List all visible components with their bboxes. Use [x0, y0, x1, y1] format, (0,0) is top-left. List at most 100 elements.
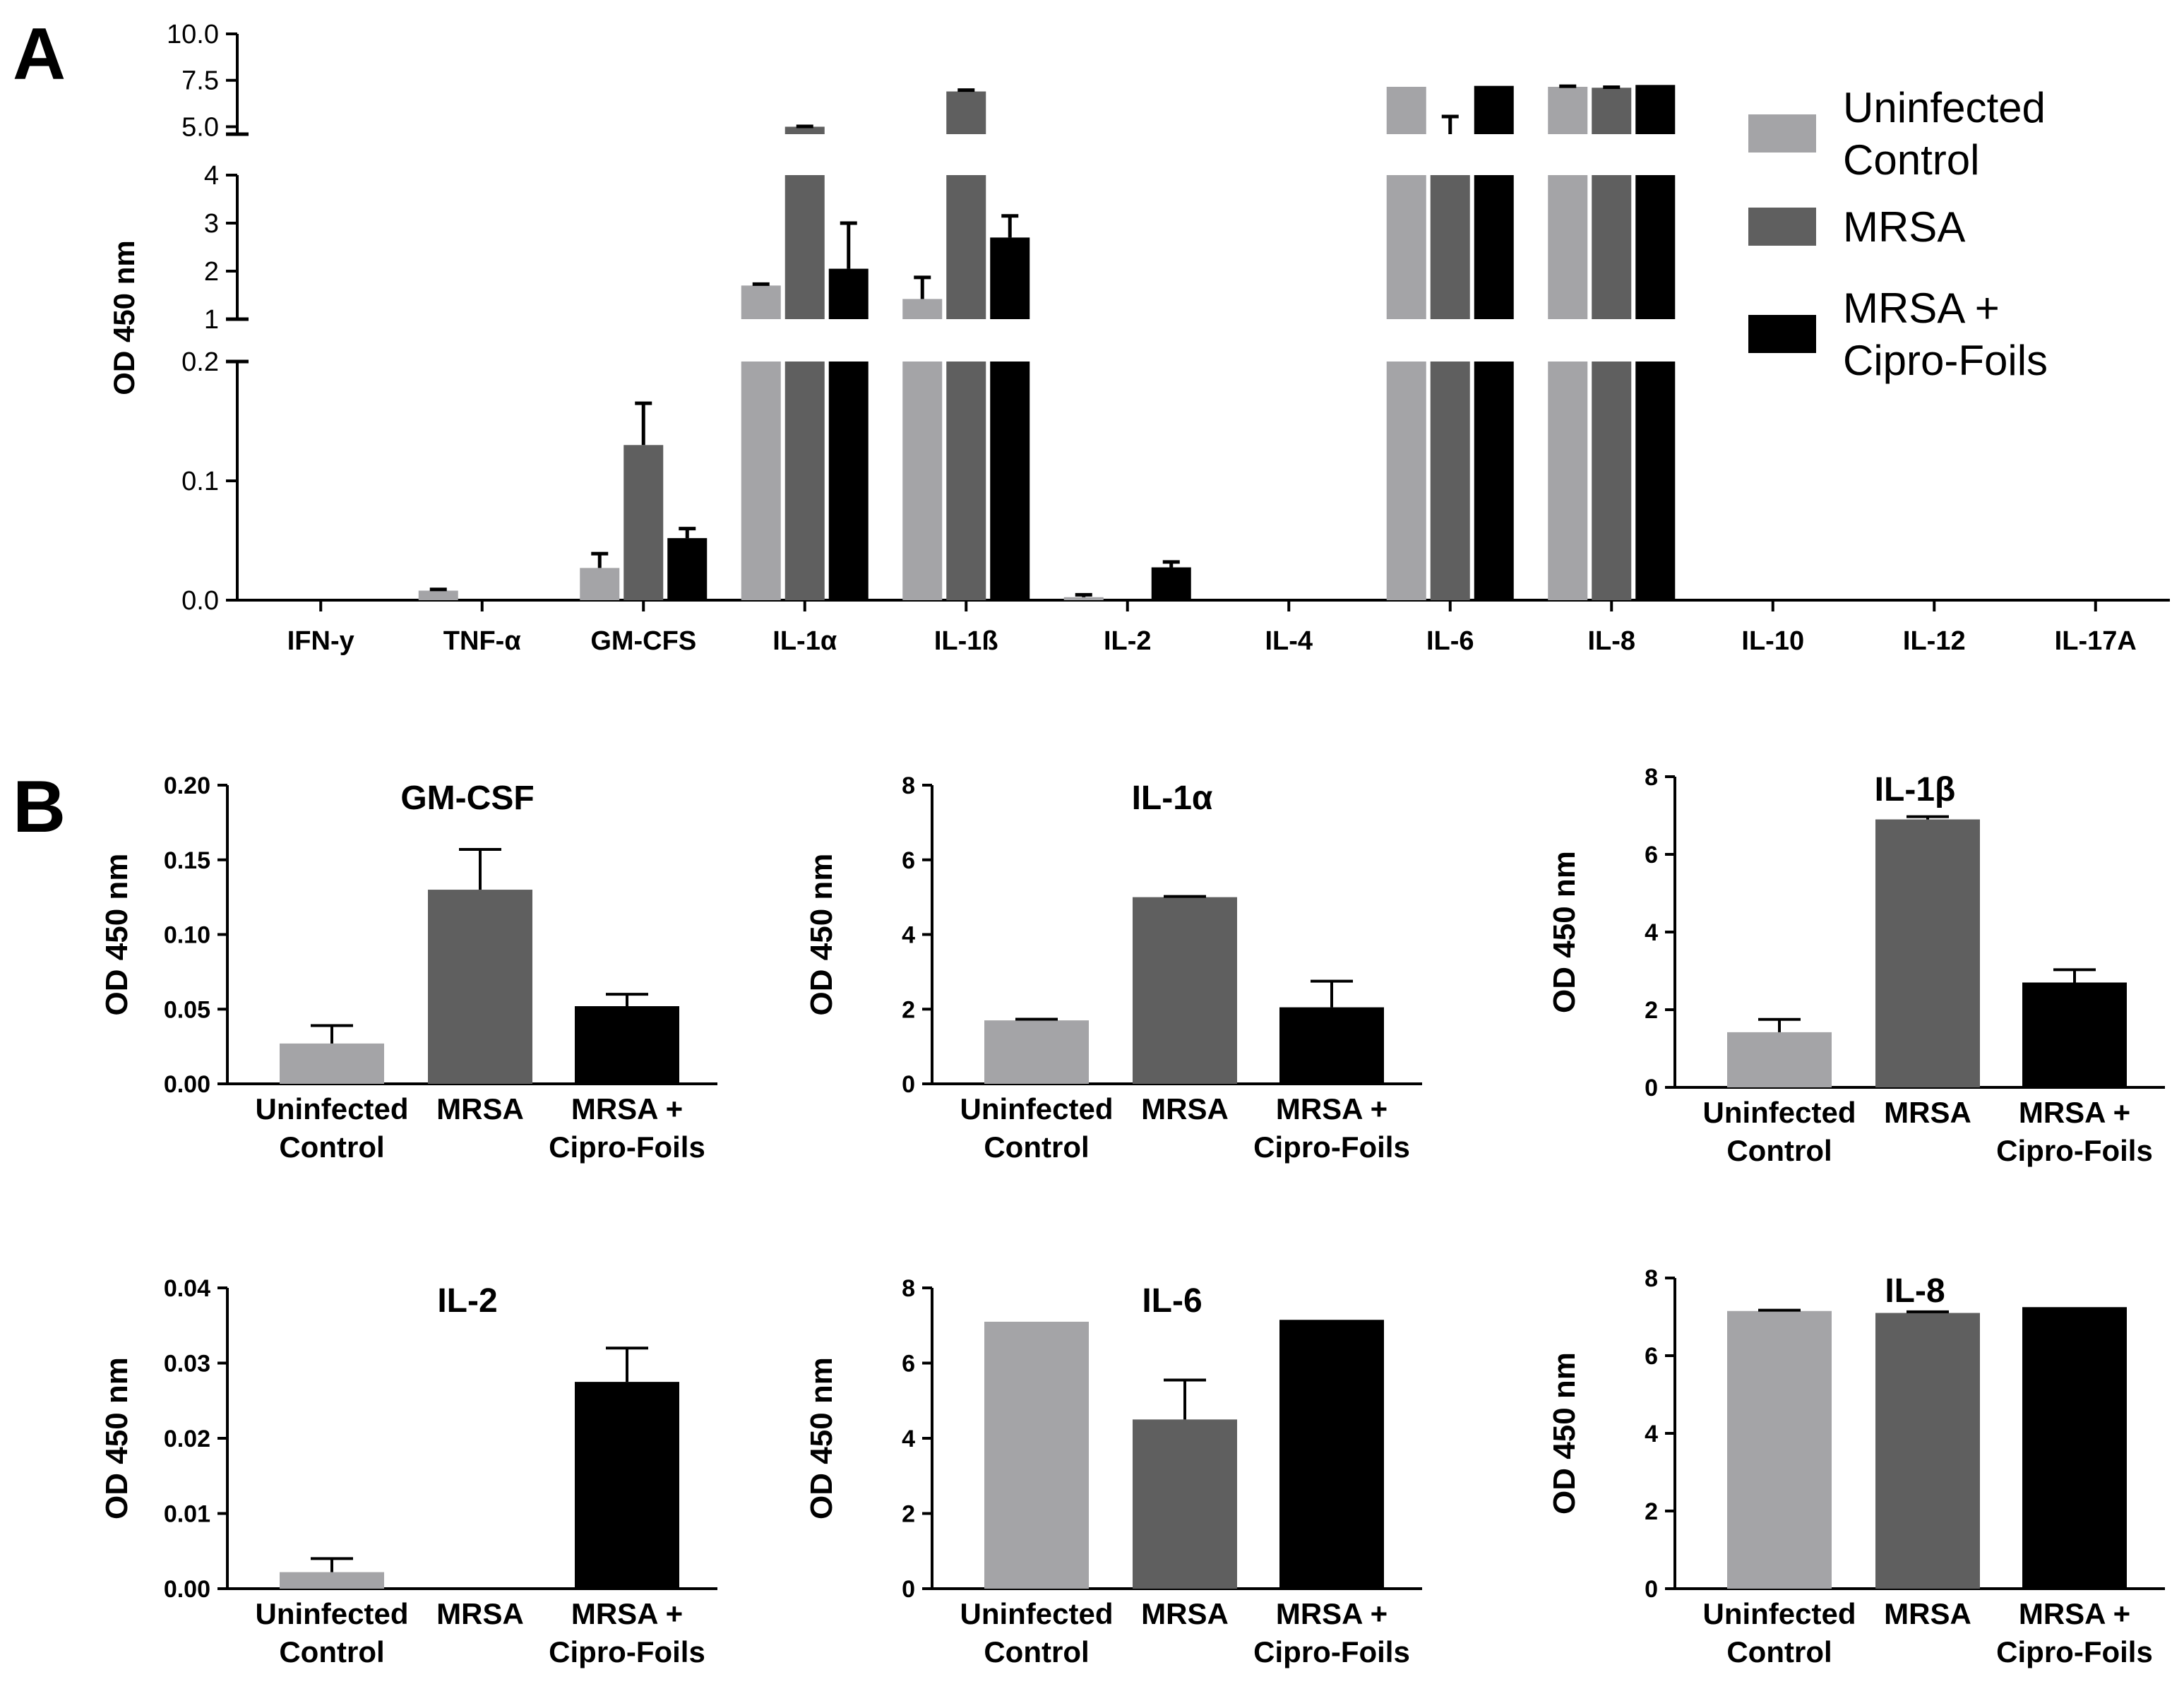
bar-mrsa — [784, 362, 825, 600]
y-tick-label: 0.04 — [164, 1275, 210, 1302]
x-tick-label: IL-12 — [1903, 626, 1966, 656]
bar-cipro — [1151, 567, 1191, 600]
chart-title: IL-6 — [1142, 1282, 1202, 1320]
x-tick-label: Control — [1726, 1134, 1832, 1167]
y-tick-label: 2 — [1645, 997, 1658, 1024]
bar-cipro — [575, 1382, 679, 1589]
y-tick-label: 0.10 — [164, 922, 210, 949]
bar-uninfected — [580, 568, 620, 600]
x-tick-label: Control — [279, 1130, 384, 1164]
x-tick-label: IL-2 — [1104, 626, 1152, 656]
bar-mrsa — [784, 126, 825, 134]
bar-mrsa — [1133, 1419, 1237, 1589]
y-tick-label: 6 — [902, 1351, 915, 1378]
chart-title: IL-1α — [1132, 780, 1213, 817]
y-axis-label: OD 450 nm — [1547, 851, 1582, 1013]
y-tick-label: 4 — [902, 1426, 915, 1452]
y-tick-label: 0 — [902, 1576, 915, 1603]
bar-cipro — [1635, 175, 1676, 319]
y-axis-label: OD 450 nm — [100, 854, 134, 1016]
x-tick-label: Cipro-Foils — [549, 1635, 705, 1668]
bar-uninfected — [280, 1043, 384, 1084]
y-tick-label: 6 — [1645, 842, 1658, 868]
y-tick-label: 8 — [902, 1275, 915, 1302]
panel-b-chart-il-1β: 0 2 4 6 8 OD 450 nm IL-1β Uninfected Control MRSA… — [1547, 764, 2165, 1167]
panel-a: A 0.0 0.1 0.2 1 2 3 4 5.0 7.5 10.0 OD 450 nm IFN-y TN… — [13, 13, 2170, 656]
x-tick-label: MRSA + — [571, 1092, 683, 1125]
panel-b-chart-il-2: 0.00 0.01 0.02 0.03 0.04 OD 450 nm IL-2 Uninfec… — [100, 1275, 717, 1668]
x-tick-label: Control — [984, 1635, 1089, 1668]
panel-b-chart-gm-csf: 0.00 0.05 0.10 0.15 0.20 OD 450 nm GM-CSF Uninf… — [100, 772, 717, 1164]
y-tick-label: 0.15 — [164, 847, 210, 874]
bar-mrsa — [1133, 897, 1237, 1084]
y-tick-label: 0.00 — [164, 1071, 210, 1098]
x-tick-label: MRSA + — [571, 1597, 683, 1630]
x-tick-label: Cipro-Foils — [1253, 1130, 1410, 1164]
chart-title: GM-CSF — [400, 780, 534, 817]
y-tick-label: 0.20 — [164, 772, 210, 799]
x-tick-label: Cipro-Foils — [549, 1130, 705, 1164]
x-tick-label: Cipro-Foils — [1996, 1134, 2153, 1167]
y-tick-label: 4 — [204, 161, 219, 191]
bar-mrsa — [1875, 819, 1980, 1087]
x-tick-label: Cipro-Foils — [1253, 1635, 1410, 1668]
bar-cipro — [2022, 1307, 2127, 1589]
y-tick-label: 0 — [1645, 1075, 1658, 1101]
bar-cipro — [2022, 982, 2127, 1087]
bar-mrsa — [1592, 362, 1632, 600]
x-tick-label: IL-8 — [1587, 626, 1635, 656]
y-axis-label: OD 450 nm — [804, 1357, 839, 1519]
panel-a-label: A — [13, 13, 66, 95]
y-tick-label: 0.01 — [164, 1501, 210, 1528]
y-axis-label: OD 450 nm — [107, 240, 141, 395]
x-tick-label: Control — [279, 1635, 384, 1668]
y-tick-label: 0.00 — [164, 1576, 210, 1603]
bar-uninfected — [1548, 175, 1588, 319]
bar-uninfected — [1727, 1310, 1832, 1589]
bar-cipro — [1279, 1320, 1384, 1589]
bar-uninfected — [1548, 362, 1588, 600]
bar-cipro — [828, 268, 869, 319]
x-tick-label: IFN-y — [287, 626, 354, 656]
x-tick-label: Uninfected — [960, 1597, 1113, 1630]
x-tick-label: MRSA — [1141, 1597, 1229, 1630]
chart-title: IL-8 — [1885, 1272, 1945, 1310]
y-tick-label: 5.0 — [181, 112, 219, 142]
bar-cipro — [990, 362, 1030, 600]
bar-cipro — [1279, 1007, 1384, 1084]
panel-b-chart-il-1α: 0 2 4 6 8 OD 450 nm IL-1α Uninfected Control MRSA… — [804, 772, 1422, 1164]
bar-uninfected — [1386, 362, 1426, 600]
y-tick-label: 2 — [1645, 1498, 1658, 1525]
bar-uninfected — [741, 362, 781, 600]
chart-title: IL-2 — [437, 1282, 497, 1320]
bar-uninfected — [1386, 175, 1426, 319]
bar-cipro — [1474, 175, 1514, 319]
x-tick-label: IL-1ß — [934, 626, 998, 656]
bar-uninfected — [1063, 597, 1104, 600]
legend-label: MRSA — [1843, 203, 1965, 251]
bar-mrsa — [1592, 88, 1632, 134]
panel-b-chart-il-6: 0 2 4 6 8 OD 450 nm IL-6 Uninfected Control MRSA M… — [804, 1275, 1422, 1668]
x-tick-label: Control — [984, 1130, 1089, 1164]
y-tick-label: 7.5 — [181, 66, 219, 96]
x-tick-label: MRSA + — [1276, 1092, 1388, 1125]
y-tick-label: 0.0 — [181, 586, 219, 616]
x-tick-label: Uninfected — [1702, 1096, 1856, 1129]
y-tick-label: 2 — [902, 1501, 915, 1528]
y-tick-label: 1 — [204, 305, 219, 335]
bar-mrsa — [1592, 175, 1632, 319]
y-tick-label: 4 — [1645, 919, 1658, 946]
x-tick-label: MRSA — [436, 1597, 524, 1630]
bar-mrsa — [623, 445, 664, 600]
bar-uninfected — [741, 285, 781, 319]
chart-title: IL-1β — [1875, 771, 1956, 808]
y-tick-label: 0.03 — [164, 1351, 210, 1378]
y-tick-label: 6 — [902, 847, 915, 874]
legend-swatch-uninfected — [1748, 114, 1816, 153]
y-tick-label: 8 — [902, 772, 915, 799]
bar-mrsa — [946, 91, 986, 134]
bar-mrsa — [1430, 362, 1470, 600]
bar-mrsa — [946, 362, 986, 600]
panel-b-chart-il-8: 0 2 4 6 8 OD 450 nm IL-8 Uninfected Control MRSA M… — [1547, 1265, 2165, 1668]
